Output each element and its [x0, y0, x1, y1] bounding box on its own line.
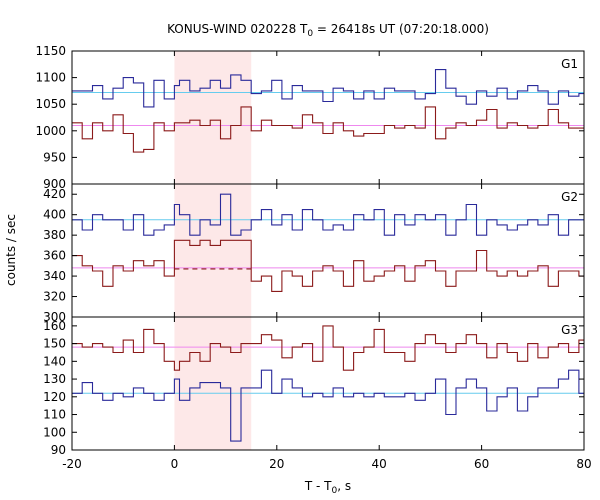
g3-y-tick-label: 130 — [43, 372, 66, 386]
g2-panel-label: G2 — [561, 190, 578, 204]
g2-frame — [71, 183, 585, 318]
g1-y-tick-label: 900 — [43, 177, 66, 191]
g2-y-tick-label: 360 — [43, 249, 66, 263]
g1-y-tick-label: 950 — [43, 150, 66, 164]
g2-y-tick-label: 340 — [43, 269, 66, 283]
g2-y-tick-label: 300 — [43, 310, 66, 324]
g1-y-tick-label: 1100 — [35, 71, 66, 85]
y-axis-label: counts / sec — [4, 214, 18, 286]
g2-blue-series — [72, 193, 584, 236]
g2-y-tick-label: 380 — [43, 228, 66, 242]
x-tick-label: -20 — [62, 457, 82, 471]
g3-y-tick-label: 90 — [51, 443, 66, 457]
g1-y-tick-label: 1150 — [35, 44, 66, 58]
g2-red-series — [72, 239, 584, 292]
g1-frame — [71, 50, 585, 185]
g3-red-series — [72, 325, 584, 371]
g3-y-tick-label: 120 — [43, 390, 66, 404]
chart-title: KONUS-WIND 020228 T0 = 26418s UT (07:20:… — [167, 22, 489, 39]
x-tick-label: 0 — [171, 457, 179, 471]
highlight-region — [174, 51, 252, 450]
g3-y-tick-label: 140 — [43, 354, 66, 368]
x-tick-label: 20 — [269, 457, 284, 471]
g1-panel-label: G1 — [561, 57, 578, 71]
g3-y-tick-label: 150 — [43, 337, 66, 351]
g3-panel-label: G3 — [561, 323, 578, 337]
g1-red-series — [72, 106, 584, 153]
x-tick-label: 40 — [372, 457, 387, 471]
g3-y-tick-label: 110 — [43, 408, 66, 422]
g3-y-tick-label: 160 — [43, 319, 66, 333]
g1-y-tick-label: 1000 — [35, 124, 66, 138]
g3-y-tick-label: 100 — [43, 425, 66, 439]
x-tick-label: 80 — [576, 457, 591, 471]
g2-y-tick-label: 320 — [43, 290, 66, 304]
g1-y-tick-label: 1050 — [35, 97, 66, 111]
x-axis-label: T - T0, s — [304, 479, 351, 496]
x-tick-label: 60 — [474, 457, 489, 471]
g2-y-tick-label: 420 — [43, 187, 66, 201]
g3-frame — [71, 316, 585, 451]
g1-blue-series — [72, 69, 584, 108]
g2-y-tick-label: 400 — [43, 208, 66, 222]
g3-blue-series — [72, 369, 584, 442]
